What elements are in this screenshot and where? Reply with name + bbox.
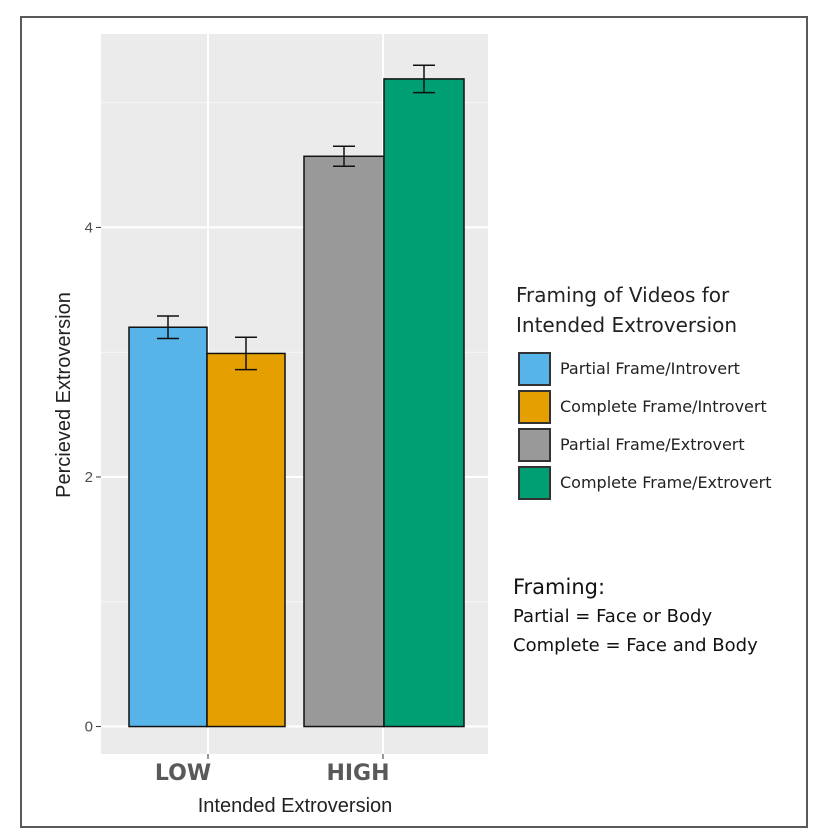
framing-note-title: Framing:	[513, 575, 606, 599]
legend-label: Partial Frame/Introvert	[560, 359, 740, 378]
legend-swatch	[518, 428, 551, 462]
bar	[206, 352, 286, 728]
bar	[303, 155, 385, 728]
legend-title: Framing of Videos for Intended Extrovers…	[516, 283, 738, 337]
legend-label: Partial Frame/Extrovert	[560, 435, 745, 454]
y-axis: 0 2 4	[85, 219, 101, 736]
bars	[128, 78, 465, 728]
x-axis-title: Intended Extroversion	[198, 795, 393, 817]
legend-items: Partial Frame/Introvert Complete Frame/In…	[516, 352, 796, 504]
legend-swatch	[518, 352, 551, 386]
bar	[128, 326, 208, 728]
y-axis-title: Percieved Extroversion	[53, 292, 75, 498]
legend-swatch	[518, 466, 551, 500]
bar	[383, 78, 465, 728]
legend-item: Partial Frame/Introvert	[516, 352, 796, 390]
legend-item: Complete Frame/Extrovert	[516, 466, 796, 504]
legend-label: Complete Frame/Introvert	[560, 397, 767, 416]
y-tick-label: 2	[85, 469, 93, 486]
framing-note-line: Complete = Face and Body	[513, 635, 758, 656]
y-tick-label: 4	[85, 219, 93, 236]
x-tick-label: LOW	[155, 761, 211, 786]
framing-note-line: Partial = Face or Body	[513, 606, 713, 627]
error-bars	[157, 64, 435, 371]
legend-label: Complete Frame/Extrovert	[560, 473, 772, 492]
y-tick-label: 0	[85, 719, 93, 736]
legend-item: Partial Frame/Extrovert	[516, 428, 796, 466]
legend-swatch	[518, 390, 551, 424]
x-axis: LOW HIGH	[155, 754, 390, 786]
legend-item: Complete Frame/Introvert	[516, 390, 796, 428]
framing-note: Framing: Partial = Face or Body Complete…	[513, 572, 758, 660]
legend: Framing of Videos for Intended Extrovers…	[516, 280, 796, 504]
x-tick-label: HIGH	[326, 761, 389, 786]
